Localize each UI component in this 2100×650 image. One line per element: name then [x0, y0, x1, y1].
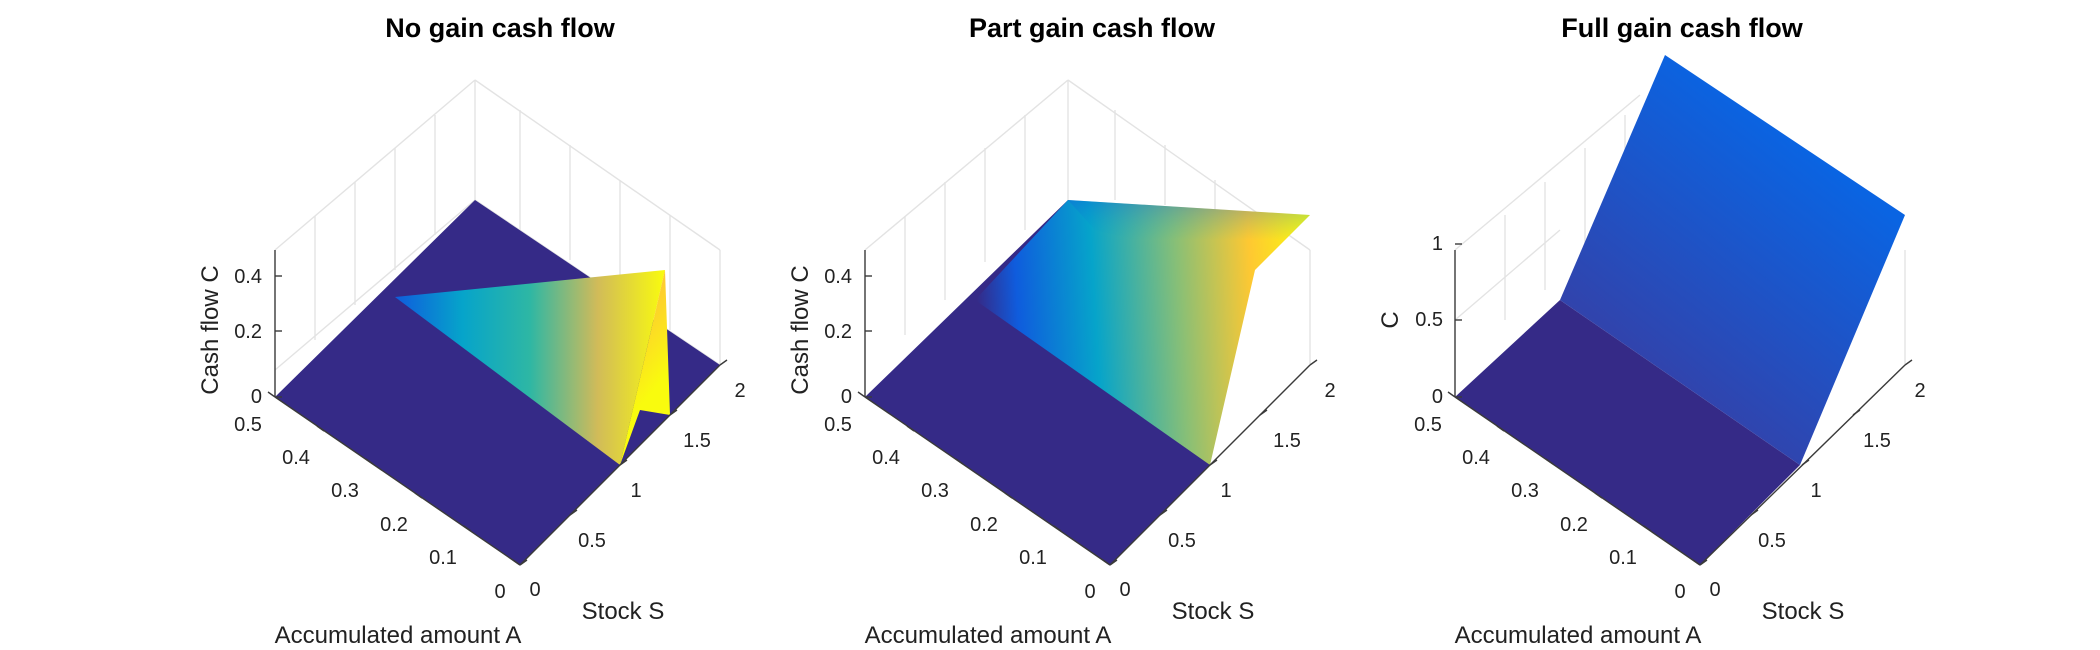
tick-label: 2	[734, 380, 745, 402]
z-axis-label: C	[1377, 311, 1404, 328]
tick-label: 0.5	[1758, 530, 1786, 552]
tick-label: 0.4	[824, 266, 852, 288]
tick-label: 0.4	[1462, 447, 1490, 469]
surface-flat-region	[1455, 300, 1800, 565]
tick-label: 1.5	[1863, 430, 1891, 452]
x-axis-label: Accumulated amount A	[1455, 622, 1702, 649]
tick-label: 0.1	[1019, 547, 1047, 569]
tick-label: 1	[1432, 233, 1443, 255]
tick-label: 0.5	[234, 414, 262, 436]
y-ticks: 0 0.5 1 1.5 2	[1699, 359, 1926, 601]
tick-label: 0.4	[872, 447, 900, 469]
surface-plateau	[1068, 200, 1310, 270]
tick-label: 0.3	[921, 480, 949, 502]
panel-title: Full gain cash flow	[1561, 13, 1804, 43]
panel-no-gain: No gain cash flow	[197, 13, 746, 649]
tick-label: 0	[1709, 579, 1720, 601]
tick-label: 0.3	[1511, 480, 1539, 502]
tick-label: 0.5	[1415, 309, 1443, 331]
tick-label: 0	[529, 579, 540, 601]
tick-label: 0.4	[282, 447, 310, 469]
panel-title: No gain cash flow	[385, 13, 616, 43]
tick-label: 0	[841, 386, 852, 408]
tick-label: 2	[1324, 380, 1335, 402]
tick-label: 0	[1432, 386, 1443, 408]
y-axis-label: Stock S	[1172, 598, 1255, 625]
y-axis-label: Stock S	[582, 598, 665, 625]
tick-label: 0	[1674, 581, 1685, 603]
tick-label: 0.5	[1168, 530, 1196, 552]
tick-label: 0	[494, 581, 505, 603]
surface-drop-face	[620, 270, 670, 465]
y-ticks: 0 0.5 1 1.5 2	[519, 359, 746, 601]
panel-title: Part gain cash flow	[969, 13, 1216, 43]
x-axis-label: Accumulated amount A	[275, 622, 522, 649]
panel-full-gain: Full gain cash flow 0 0.5 1	[1377, 13, 1926, 649]
tick-label: 2	[1914, 380, 1925, 402]
tick-label: 0.2	[380, 514, 408, 536]
tick-label: 0	[251, 386, 262, 408]
tick-label: 0.2	[824, 321, 852, 343]
z-axis-label: Cash flow C	[787, 265, 814, 394]
tick-label: 0.3	[331, 480, 359, 502]
tick-label: 1.5	[1273, 430, 1301, 452]
tick-label: 1.5	[683, 430, 711, 452]
tick-label: 0.4	[234, 266, 262, 288]
z-axis-label: Cash flow C	[197, 265, 224, 394]
surface-ramp	[395, 270, 665, 465]
tick-label: 0.2	[970, 514, 998, 536]
tick-label: 0.5	[1414, 414, 1442, 436]
z-ticks: 0 0.5 1	[1415, 233, 1462, 408]
x-ticks: 0 0.1 0.2 0.3 0.4 0.5	[1414, 391, 1701, 603]
tick-label: 1	[1810, 480, 1821, 502]
y-ticks: 0 0.5 1 1.5 2	[1109, 359, 1336, 601]
tick-label: 0	[1119, 579, 1130, 601]
surface-ramp	[975, 200, 1310, 465]
x-ticks: 0 0.1 0.2 0.3 0.4 0.5	[824, 391, 1111, 603]
tick-label: 0.2	[1560, 514, 1588, 536]
z-ticks: 0 0.2 0.4	[234, 266, 282, 408]
tick-label: 0.1	[1609, 547, 1637, 569]
tick-label: 0.5	[578, 530, 606, 552]
tick-label: 0.5	[824, 414, 852, 436]
tick-label: 1	[630, 480, 641, 502]
z-ticks: 0 0.2 0.4	[824, 266, 872, 408]
tick-label: 0.1	[429, 547, 457, 569]
panel-part-gain: Part gain cash flow	[787, 13, 1336, 649]
x-axis-label: Accumulated amount A	[865, 622, 1112, 649]
x-ticks: 0 0.1 0.2 0.3 0.4 0.5	[234, 391, 521, 603]
surface-ramp	[1560, 55, 1905, 465]
tick-label: 0	[1084, 581, 1095, 603]
tick-label: 1	[1220, 480, 1231, 502]
tick-label: 0.2	[234, 321, 262, 343]
y-axis-label: Stock S	[1762, 598, 1845, 625]
